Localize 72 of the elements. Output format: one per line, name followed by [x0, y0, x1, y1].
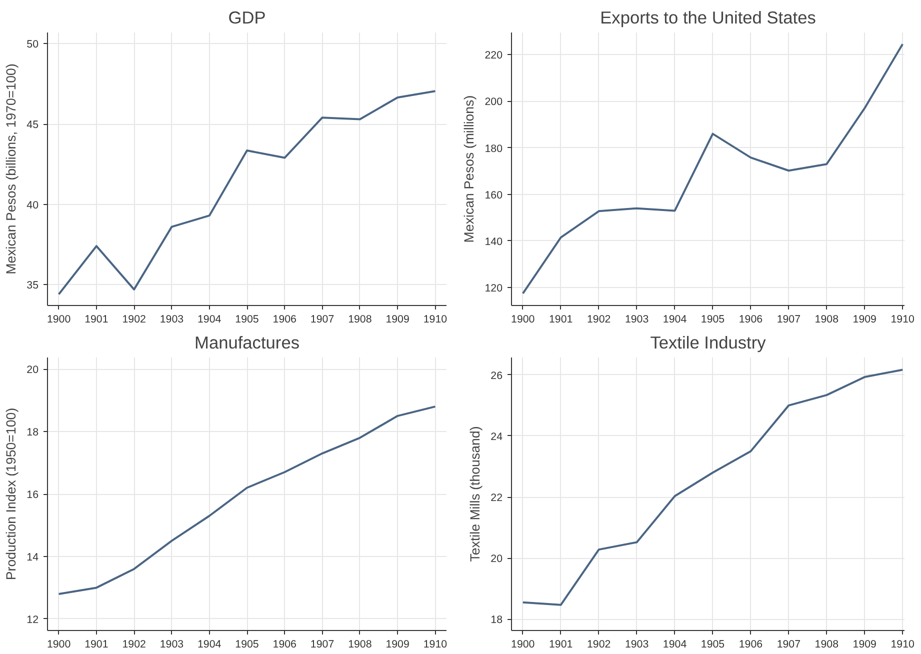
x-tick-label: 1909	[386, 314, 410, 326]
y-tick-label: 200	[484, 96, 503, 108]
x-tick-label: 1903	[160, 638, 184, 650]
y-tick-label: 12	[26, 614, 39, 626]
x-tick-label: 1904	[662, 314, 687, 326]
y-tick-label: 120	[484, 282, 503, 295]
x-tick-label: 1908	[348, 638, 372, 650]
x-tick-label: 1900	[511, 314, 535, 326]
y-axis-title: Textile Mills (thousand)	[468, 426, 483, 562]
x-tick-label: 1903	[624, 314, 649, 326]
x-tick-label: 1901	[549, 314, 573, 326]
x-tick-label: 1907	[310, 638, 334, 650]
x-tick-label: 1905	[235, 638, 259, 650]
y-tick-label: 24	[490, 430, 503, 443]
y-tick-label: 18	[490, 614, 503, 626]
x-tick-label: 1905	[700, 638, 725, 650]
x-tick-label: 1902	[586, 638, 611, 650]
y-tick-label: 20	[26, 364, 39, 376]
x-tick-label: 1908	[814, 314, 839, 326]
y-tick-label: 220	[484, 50, 503, 62]
x-tick-label: 1902	[586, 314, 611, 326]
y-tick-label: 50	[26, 38, 39, 51]
y-tick-label: 20	[490, 553, 503, 566]
x-tick-label: 1906	[738, 314, 763, 326]
x-tick-label: 1902	[122, 638, 146, 650]
y-tick-label: 35	[26, 280, 39, 292]
x-tick-label: 1909	[386, 638, 410, 650]
x-tick-label: 1906	[272, 638, 297, 650]
x-tick-label: 1903	[160, 314, 184, 326]
x-tick-label: 1903	[624, 638, 649, 650]
y-axis-title: Mexican Pesos (millions)	[462, 95, 477, 243]
x-tick-label: 1908	[348, 314, 372, 326]
x-tick-label: 1901	[549, 638, 573, 650]
x-tick-label: 1910	[423, 314, 448, 326]
x-tick-label: 1909	[852, 638, 877, 650]
x-tick-label: 1907	[310, 314, 334, 326]
y-axis-title: Production Index (1950=100)	[4, 408, 19, 580]
x-tick-label: 1904	[662, 638, 687, 650]
chart-title: Manufactures	[194, 332, 300, 352]
x-tick-label: 1902	[122, 314, 146, 326]
x-tick-label: 1910	[890, 638, 915, 650]
x-tick-label: 1906	[272, 314, 297, 326]
chart-title: Textile Industry	[650, 332, 766, 352]
x-tick-label: 1901	[84, 314, 108, 326]
y-tick-label: 22	[490, 492, 503, 504]
y-tick-label: 18	[26, 426, 39, 439]
x-tick-label: 1906	[738, 638, 763, 650]
x-tick-label: 1907	[776, 638, 801, 650]
chart-title: Exports to the United States	[600, 8, 816, 28]
x-tick-label: 1907	[776, 314, 801, 326]
x-tick-label: 1904	[198, 638, 222, 650]
x-tick-label: 1904	[198, 314, 222, 326]
x-tick-label: 1908	[814, 638, 839, 650]
x-tick-label: 1905	[700, 314, 725, 326]
y-tick-label: 180	[484, 142, 503, 155]
y-tick-label: 40	[26, 199, 39, 212]
x-tick-label: 1910	[890, 314, 915, 326]
chart-title: GDP	[228, 8, 266, 28]
y-axis-title: Mexican Pesos (billions, 1970=100)	[4, 64, 19, 274]
x-tick-label: 1910	[423, 638, 448, 650]
x-tick-label: 1900	[46, 314, 71, 326]
y-tick-label: 45	[26, 119, 39, 132]
x-tick-label: 1909	[852, 314, 877, 326]
x-tick-label: 1905	[235, 314, 259, 326]
y-tick-label: 160	[484, 189, 503, 202]
x-tick-label: 1901	[84, 638, 108, 650]
y-tick-label: 16	[26, 489, 39, 501]
x-tick-label: 1900	[46, 638, 71, 650]
x-tick-label: 1900	[511, 638, 535, 650]
y-tick-label: 14	[26, 551, 39, 564]
y-tick-label: 140	[484, 236, 503, 248]
y-tick-label: 26	[490, 370, 503, 382]
